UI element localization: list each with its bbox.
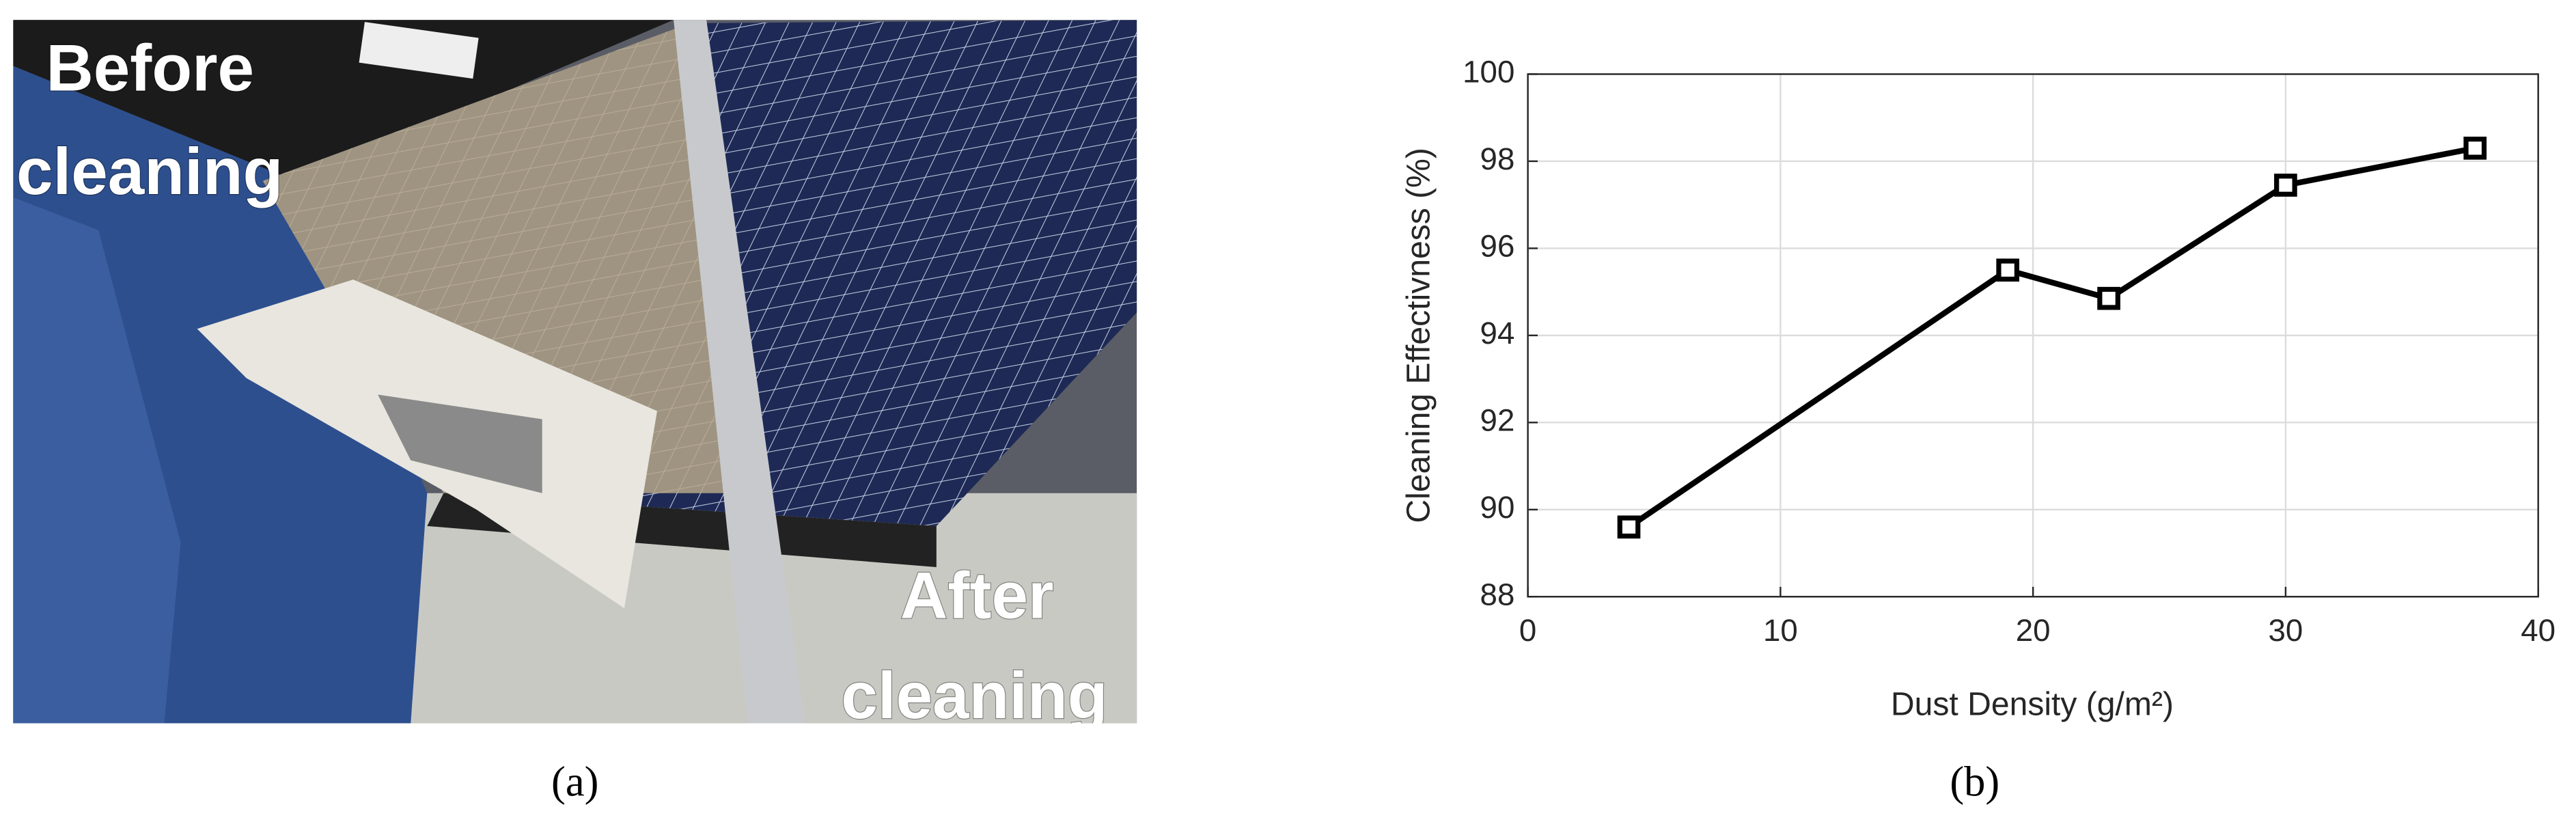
y-tick-label: 90 — [1480, 490, 1515, 525]
after-label-line: After — [900, 560, 1053, 633]
x-axis-label: Dust Density (g/m²) — [1891, 685, 2174, 722]
data-line — [1627, 145, 2476, 530]
y-tick-label: 96 — [1480, 228, 1515, 263]
x-tick-label: 20 — [2016, 613, 2051, 648]
photo: Before cleaning After cleaning — [13, 20, 1137, 732]
data-point — [2463, 136, 2487, 160]
data-point — [2274, 174, 2297, 197]
x-tick-label: 30 — [2269, 613, 2303, 648]
y-tick-label: 92 — [1480, 402, 1515, 437]
y-axis-label: Cleaning Effectivness (%) — [1400, 148, 1437, 523]
x-tick-label: 40 — [2521, 613, 2556, 648]
caption: (b) — [1950, 757, 1999, 805]
caption: (a) — [551, 757, 598, 805]
data-point — [1617, 515, 1641, 539]
x-tick-label: 10 — [1763, 613, 1798, 648]
before-label-line: cleaning — [16, 135, 283, 208]
data-point — [1996, 258, 2020, 282]
y-tick-label: 100 — [1463, 55, 1514, 90]
plot-frame — [1527, 73, 2539, 598]
data-point — [2097, 286, 2120, 310]
after-label-line: cleaning — [841, 659, 1107, 732]
y-tick-label: 98 — [1480, 141, 1515, 176]
x-tick-label: 0 — [1519, 613, 1536, 648]
y-tick-label: 94 — [1480, 316, 1515, 351]
y-tick-label: 88 — [1480, 577, 1515, 612]
before-label-line: Before — [46, 32, 254, 105]
